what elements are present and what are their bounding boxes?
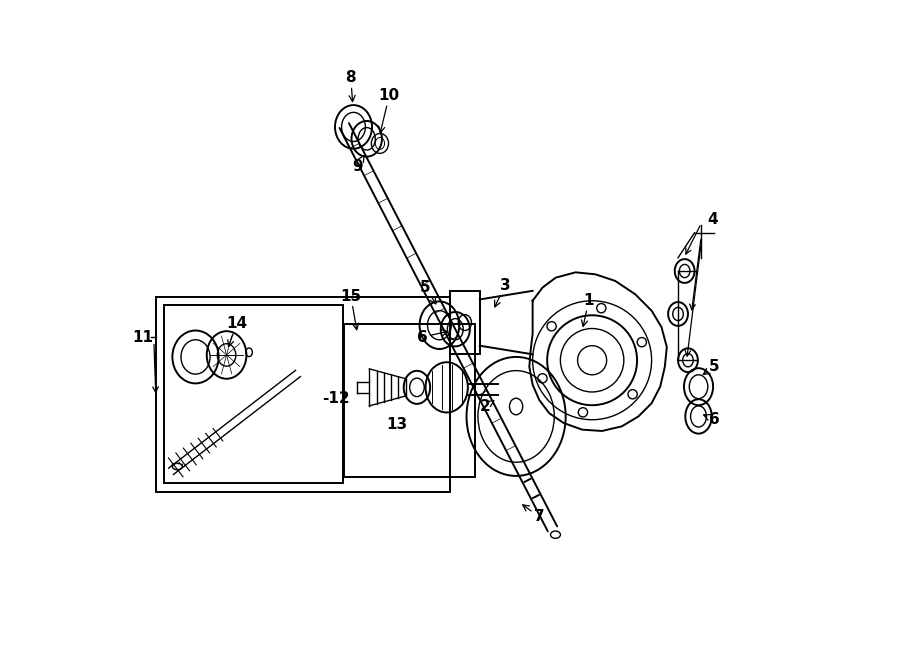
Bar <box>344 324 475 477</box>
Text: 1: 1 <box>581 293 594 327</box>
Text: 5: 5 <box>420 280 436 304</box>
Text: 13: 13 <box>387 417 408 432</box>
Text: 6: 6 <box>704 412 720 427</box>
Text: 10: 10 <box>379 89 400 133</box>
Text: 6: 6 <box>417 330 448 344</box>
Text: -12: -12 <box>322 391 349 406</box>
Text: 9: 9 <box>352 155 364 174</box>
Bar <box>156 297 450 492</box>
Text: 15: 15 <box>340 289 362 330</box>
Text: 2: 2 <box>480 399 494 414</box>
Bar <box>165 305 343 483</box>
Text: 3: 3 <box>495 278 510 307</box>
Text: 4: 4 <box>707 212 718 227</box>
Bar <box>450 291 480 354</box>
Text: 8: 8 <box>346 71 356 102</box>
Text: 11: 11 <box>132 330 153 344</box>
Text: 14: 14 <box>226 317 248 346</box>
Text: 5: 5 <box>703 360 720 374</box>
Text: 7: 7 <box>523 505 544 524</box>
